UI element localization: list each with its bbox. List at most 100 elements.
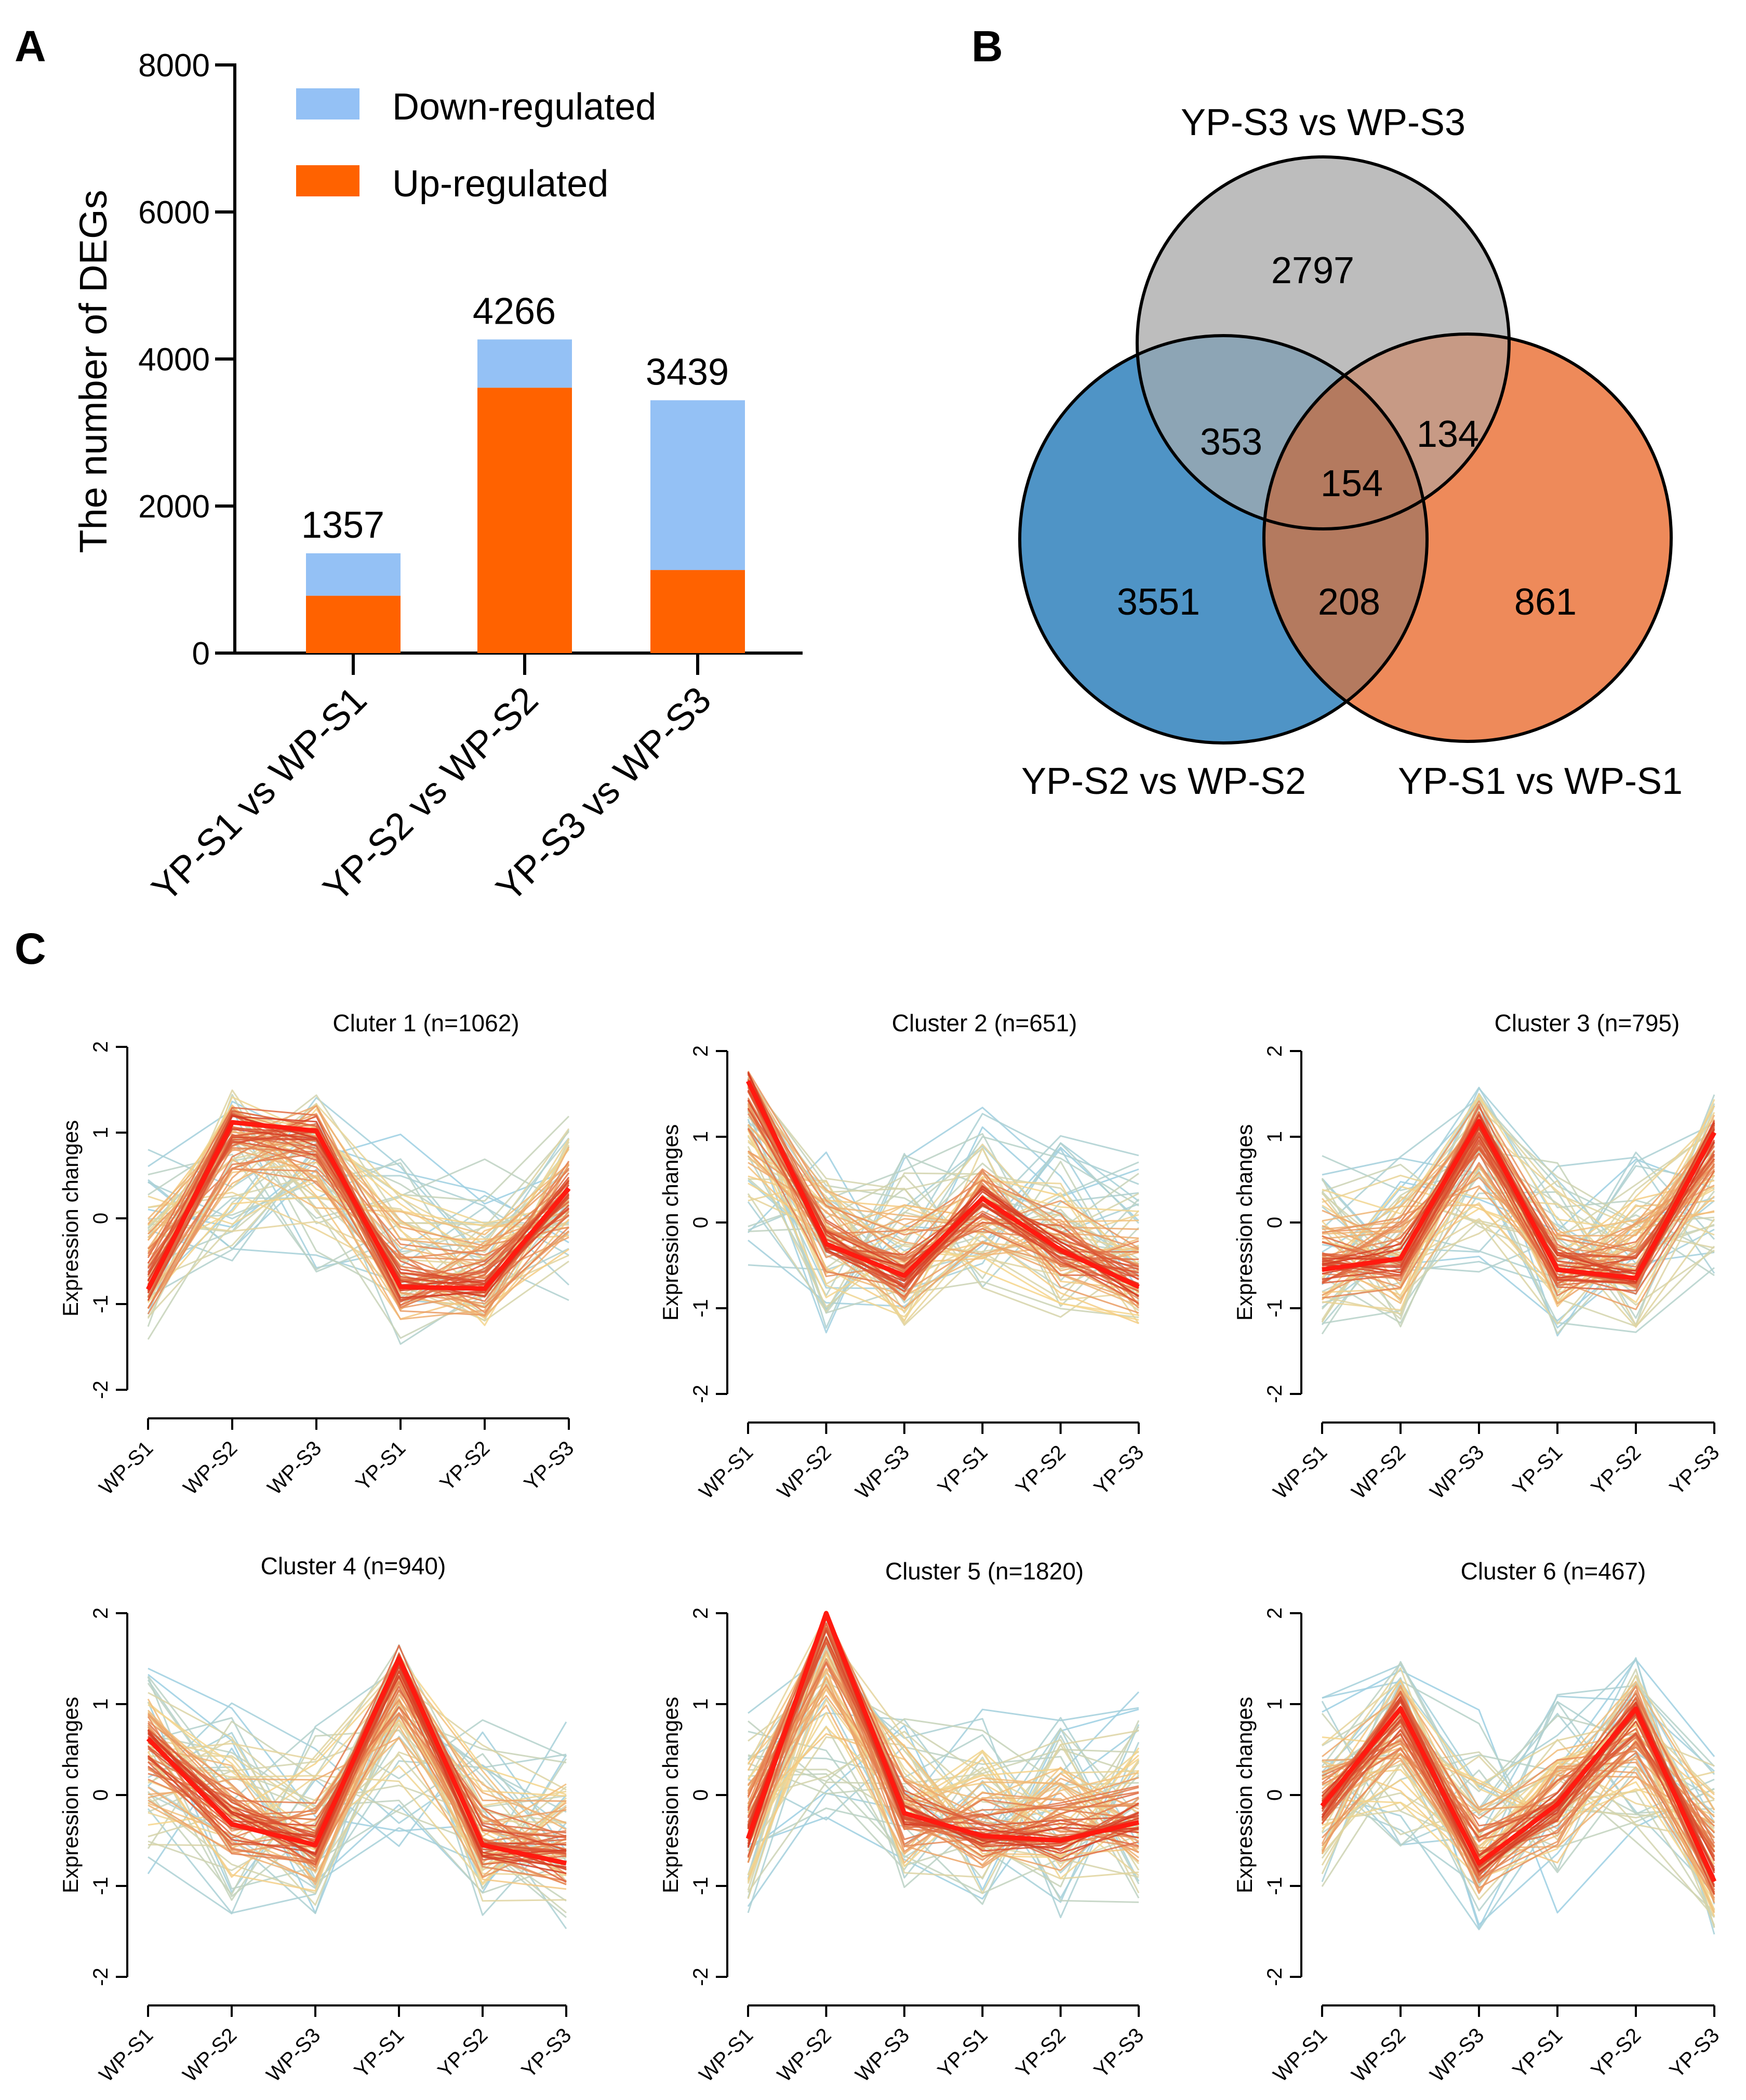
cluster-x-tick-label: WP-S1 (1269, 1441, 1332, 1504)
cluster-y-tick-label: 1 (1263, 1698, 1286, 1710)
cluster-gene-line (1321, 1750, 1715, 1888)
cluster-mean-line (145, 1120, 571, 1291)
cluster-mean-line (745, 1611, 1140, 1843)
cluster-mean-line (1322, 1119, 1716, 1281)
cluster-x-tick-label: YP-S2 (1011, 1441, 1070, 1499)
cluster-x-tick-label: WP-S1 (95, 1437, 158, 1499)
cluster-gene-line (747, 1087, 1140, 1274)
cluster-plot-4: -2 -1 0 1 2 WP-S1 WP-S2 WP-S3 YP-S1 YP-S2 YP-S3 Exp… (58, 1552, 576, 2086)
cluster-gene-line (1322, 1172, 1715, 1286)
cluster-x-tick-label: YP-S2 (1011, 2024, 1070, 2082)
venn-count-s3-s2: 353 (1200, 421, 1262, 463)
cluster-y-tick-label: 2 (1263, 1607, 1286, 1619)
cluster-y-tick-label: 2 (89, 1607, 112, 1619)
cluster-x-tick-label: WP-S2 (179, 1437, 242, 1499)
cluster-gene-line (748, 1718, 1139, 1786)
cluster-y-axis-title: Expression changes (58, 1697, 83, 1893)
cluster-gene-lines (747, 1612, 1140, 1919)
cluster-mean-line (146, 1656, 567, 1866)
bar-y-tick-label: 0 (192, 636, 210, 672)
bar-total-label: 3439 (646, 351, 729, 393)
cluster-gene-line (747, 1628, 1139, 1860)
cluster-y-axis-title: Expression changes (58, 1120, 83, 1317)
cluster-gene-line (1322, 1721, 1715, 1895)
cluster-plot-3: -2 -1 0 1 2 WP-S1 WP-S2 WP-S3 YP-S1 YP-S2 YP-S3 Exp… (1232, 1009, 1724, 1504)
bar-marks: 1357 4266 3439 (301, 290, 745, 653)
cluster-y-tick-label: -2 (89, 1968, 112, 1986)
cluster-x-tick-label: YP-S1 (934, 1441, 992, 1499)
bar-down-regulated (306, 553, 401, 596)
venn-count-only-s1: 861 (1514, 581, 1577, 623)
cluster-y-axis-title: Expression changes (1232, 1697, 1257, 1893)
cluster-x-tick-label: YP-S3 (517, 2024, 576, 2082)
legend-swatch-down (296, 88, 359, 119)
cluster-gene-line (1322, 1697, 1715, 1852)
venn-set-label-yp-s1: YP-S1 vs WP-S1 (1398, 761, 1683, 802)
cluster-gene-line (1322, 1736, 1715, 1902)
cluster-title: Cluster 4 (n=940) (261, 1552, 446, 1579)
cluster-y-tick-label: 1 (89, 1127, 112, 1138)
cluster-x-tick-label: WP-S2 (773, 2024, 836, 2086)
cluster-gene-line (147, 1675, 567, 1868)
cluster-gene-line (747, 1636, 1139, 1863)
venn-overlap-s2-s1 (1264, 336, 1427, 741)
cluster-y-axis-title: Expression changes (1232, 1124, 1257, 1321)
cluster-y-tick-label: -1 (689, 1299, 712, 1318)
cluster-y-axis-title: Expression changes (658, 1124, 683, 1321)
venn-count-s3-s1: 134 (1417, 414, 1479, 455)
cluster-mean-line (745, 1080, 1140, 1289)
cluster-gene-lines (1321, 1086, 1715, 1337)
cluster-x-tick-label: WP-S2 (1348, 1441, 1410, 1504)
cluster-title: Cluster 6 (n=467) (1461, 1558, 1646, 1585)
cluster-gene-line (1322, 1155, 1715, 1333)
cluster-y-tick-label: 0 (1263, 1789, 1286, 1801)
cluster-title: Cluter 1 (n=1062) (332, 1009, 519, 1036)
cluster-gene-lines (147, 1644, 567, 1930)
cluster-y-tick-label: 0 (89, 1213, 112, 1224)
bar-down-regulated (477, 339, 572, 388)
cluster-gene-line (1322, 1698, 1715, 1912)
cluster-x-tick-label: YP-S1 (1509, 1441, 1567, 1499)
cluster-x-tick-label: WP-S2 (179, 2024, 242, 2086)
cluster-gene-line (147, 1645, 567, 1901)
venn-diagram: YP-S3 vs WP-S3 YP-S2 vs WP-S2 YP-S1 vs W… (1018, 102, 1683, 802)
cluster-plot-5: -2 -1 0 1 2 WP-S1 WP-S2 WP-S3 YP-S1 YP-S2 YP-S3 Exp… (658, 1558, 1148, 2086)
cluster-title: Cluster 3 (n=795) (1495, 1009, 1680, 1036)
cluster-gene-line (748, 1729, 1139, 1900)
cluster-y-axis-title: Expression changes (658, 1697, 683, 1893)
cluster-x-tick-label: YP-S3 (1665, 2024, 1724, 2082)
cluster-y-tick-label: -1 (689, 1877, 712, 1895)
cluster-gene-line (747, 1172, 1140, 1313)
cluster-y-tick-label: 0 (689, 1217, 712, 1228)
cluster-x-tick-label: YP-S3 (520, 1437, 579, 1495)
cluster-y-tick-label: 0 (689, 1789, 712, 1801)
cluster-x-tick-label: YP-S2 (1587, 1441, 1646, 1499)
legend-label-up: Up-regulated (392, 163, 608, 205)
cluster-gene-line (1321, 1661, 1715, 1851)
venn-outline-right (1262, 333, 1673, 743)
cluster-x-tick-label: YP-S2 (1587, 2024, 1646, 2082)
cluster-gene-line (148, 1654, 567, 1851)
bar-total-label: 1357 (301, 504, 384, 546)
cluster-gene-line (1322, 1132, 1715, 1279)
cluster-y-tick-label: -2 (1263, 1968, 1286, 1986)
cluster-x-tick-label: YP-S3 (1665, 1441, 1724, 1499)
cluster-gene-line (148, 1681, 567, 1885)
cluster-x-tick-label: WP-S1 (695, 1441, 758, 1504)
bar-total-label: 4266 (473, 290, 556, 332)
bar-y-tick-label: 8000 (138, 48, 210, 84)
cluster-gene-line (747, 1070, 1139, 1258)
cluster-title: Cluster 5 (n=1820) (885, 1558, 1084, 1585)
venn-set-label-yp-s3: YP-S3 vs WP-S3 (1181, 102, 1465, 143)
cluster-gene-line (747, 1104, 1140, 1318)
cluster-gene-line (148, 1665, 567, 1857)
cluster-gene-line (1321, 1667, 1715, 1876)
cluster-x-tick-label: YP-S3 (1090, 1441, 1149, 1499)
cluster-y-tick-label: -2 (689, 1968, 712, 1986)
venn-count-only-s2: 3551 (1117, 581, 1200, 623)
cluster-x-tick-label: WP-S1 (95, 2024, 158, 2086)
panel-b-letter: B (971, 22, 1003, 71)
cluster-gene-line (148, 1734, 567, 1894)
cluster-y-tick-label: 1 (689, 1131, 712, 1142)
panel-c-letter: C (15, 924, 46, 973)
